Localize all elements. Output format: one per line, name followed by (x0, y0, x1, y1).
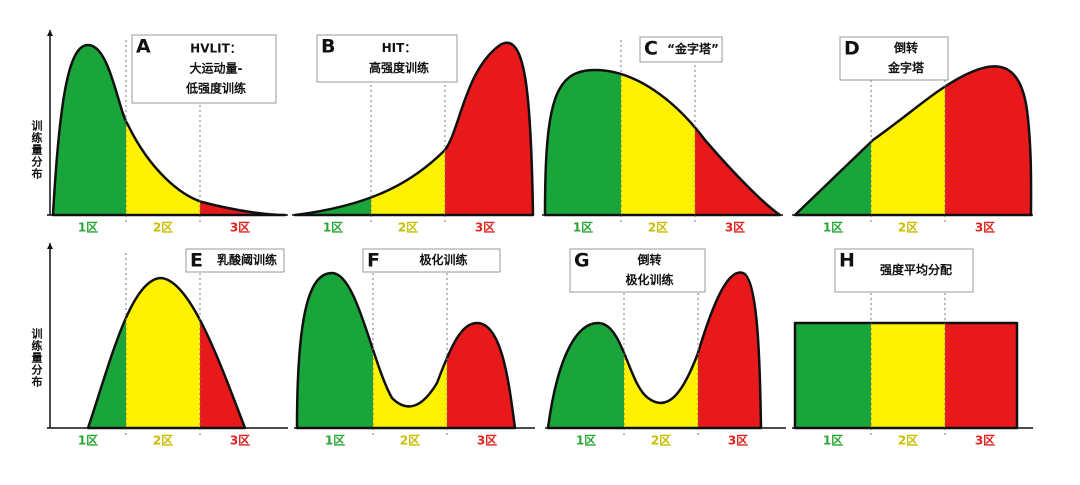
panel-letter: D (844, 38, 860, 60)
curve (293, 41, 535, 217)
zone-label: 2区 (648, 221, 668, 235)
zone-label: 2区 (153, 221, 173, 235)
curve (86, 276, 247, 430)
panel-title: 低强度训练 (185, 81, 246, 96)
panel-letter: F (367, 250, 380, 272)
panel: 1区 2区 3区 (47, 243, 288, 448)
curve (543, 68, 782, 217)
panel-title: 强度平均分配 (880, 262, 952, 277)
title-frame (362, 248, 501, 273)
panel-letter: E (190, 250, 203, 272)
panel-title: 大运动量- (190, 61, 243, 76)
zone-area (545, 70, 621, 215)
panel-title: 极化训练 (625, 272, 673, 287)
panel-title: 倒转 (893, 40, 918, 55)
panel-letter: C (644, 38, 658, 60)
arrow (47, 243, 53, 249)
zone-label: 3区 (975, 221, 995, 235)
zone-label: 2区 (898, 434, 918, 448)
title-box: B HIT： 高强度训练 (316, 34, 458, 83)
panel-title: 倒转 (636, 252, 661, 267)
curve (793, 65, 1033, 217)
panel-title: HIT： (382, 41, 417, 55)
zone-area (945, 323, 1017, 428)
zone-area (297, 273, 373, 428)
zone-label: 3区 (725, 221, 745, 235)
zone-label: 1区 (576, 434, 596, 448)
zone-label: 3区 (477, 434, 497, 448)
zone-label: 1区 (573, 221, 593, 235)
title-frame (839, 36, 949, 81)
zone-label: 1区 (823, 434, 843, 448)
zone-area (445, 42, 533, 215)
y-axis-label: 训练量分布 (30, 327, 43, 388)
title-frame (316, 34, 458, 83)
panel-letter: G (574, 250, 590, 272)
curve (295, 271, 517, 430)
zone-label: 3区 (728, 434, 748, 448)
zone-label: 3区 (975, 434, 995, 448)
panel-letter: B (321, 36, 335, 58)
zone-label: 1区 (325, 434, 345, 448)
panel: 1区 2区 3区 (792, 253, 1033, 448)
panel-title: 金字塔 (887, 60, 925, 75)
zone-area (795, 323, 871, 428)
curve (51, 43, 287, 217)
zone-label: 2区 (651, 434, 671, 448)
zone-label: 2区 (153, 434, 173, 448)
title-box: E 乳酸阈训练 (185, 248, 285, 273)
title-frame (834, 248, 974, 293)
title-box: A HVLIT： 大运动量- 低强度训练 (131, 34, 277, 104)
zone-area (126, 278, 200, 428)
zone-area (698, 272, 761, 428)
curve (546, 271, 763, 430)
panel-title: “金字塔” (667, 41, 719, 56)
zone-label: 1区 (823, 221, 843, 235)
title-box: H 强度平均分配 (834, 248, 974, 293)
panel-letter: H (839, 250, 855, 272)
y-axis-label: 训练量分布 (30, 119, 43, 180)
panel-title: 高强度训练 (369, 60, 429, 75)
zone-label: 2区 (398, 221, 418, 235)
title-frame (131, 34, 277, 104)
zone-area (88, 278, 126, 428)
title-frame (569, 248, 706, 293)
zone-label: 1区 (78, 434, 98, 448)
zone-label: 3区 (475, 221, 495, 235)
panel-title: 乳酸阈训练 (217, 252, 277, 267)
title-box: C “金字塔” (639, 36, 723, 63)
zone-label: 1区 (78, 221, 98, 235)
title-box: F 极化训练 (362, 248, 501, 273)
panel: 1区 2区 3区 (294, 253, 535, 448)
arrow (47, 30, 53, 36)
zone-label: 3区 (230, 221, 250, 235)
zone-label: 2区 (898, 221, 918, 235)
zone-label: 1区 (323, 221, 343, 235)
title-frame (639, 36, 723, 63)
zone-area (945, 66, 1032, 215)
zone-label: 3区 (230, 434, 250, 448)
zone-area (871, 323, 945, 428)
zone-label: 2区 (400, 434, 420, 448)
panel-letter: A (136, 36, 151, 58)
title-frame (185, 248, 285, 273)
panel-title: 极化训练 (419, 252, 467, 267)
panel-title: HVLIT： (190, 42, 242, 56)
